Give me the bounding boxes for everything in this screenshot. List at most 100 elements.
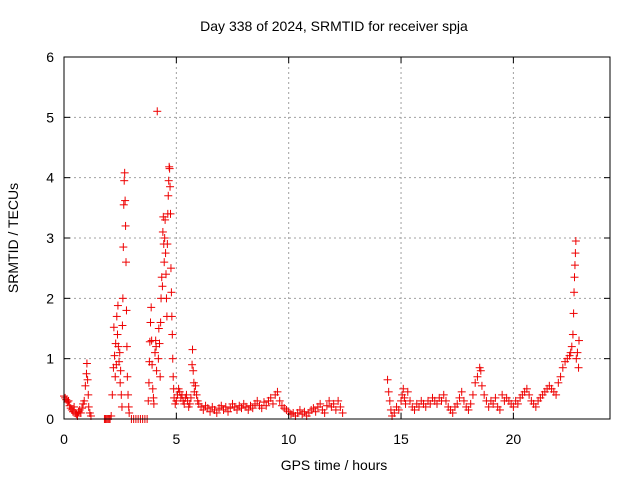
data-point [567, 342, 576, 351]
data-point [149, 399, 158, 408]
data-point [122, 258, 131, 267]
data-point [182, 390, 191, 399]
x-tick-label: 20 [506, 431, 522, 447]
data-point [148, 360, 157, 369]
data-point [151, 348, 159, 357]
data-point [554, 378, 563, 387]
data-point [495, 405, 504, 414]
data-point [166, 264, 175, 273]
y-axis-label: SRMTID / TECUs [5, 183, 21, 293]
data-point [82, 369, 91, 378]
data-point [161, 249, 170, 258]
data-point [164, 191, 173, 200]
data-point [115, 348, 124, 357]
data-point [569, 309, 578, 318]
data-point [161, 215, 170, 224]
data-point [166, 209, 175, 218]
data-point [426, 399, 435, 408]
data-point [336, 402, 345, 411]
data-point [81, 381, 90, 390]
data-point [464, 405, 473, 414]
data-point [121, 196, 130, 205]
data-point [188, 360, 197, 369]
data-point [153, 107, 162, 116]
data-point [498, 390, 507, 399]
data-point [185, 399, 194, 408]
grid-lines [64, 57, 610, 419]
data-point [473, 372, 482, 381]
data-point [108, 390, 117, 399]
data-point [571, 249, 580, 258]
data-point [384, 387, 393, 396]
data-point [570, 273, 579, 282]
data-point [77, 404, 86, 413]
data-point [273, 387, 282, 396]
data-point [206, 407, 215, 416]
y-tick-label: 4 [46, 170, 54, 186]
data-point [117, 402, 126, 411]
data-point [394, 405, 403, 414]
data-point [570, 261, 579, 270]
data-point [162, 270, 171, 279]
chart-title: Day 338 of 2024, SRMTID for receiver spj… [200, 18, 468, 34]
data-point [80, 396, 89, 405]
data-point [491, 393, 500, 402]
data-point [186, 393, 195, 402]
data-point [124, 390, 133, 399]
data-point [480, 390, 489, 399]
data-point [268, 399, 277, 408]
data-point [144, 378, 153, 387]
data-point [152, 366, 161, 375]
data-point [484, 402, 493, 411]
data-point [119, 243, 128, 252]
data-point [477, 381, 486, 390]
data-point [155, 339, 164, 348]
data-point [83, 375, 92, 384]
data-point [441, 396, 450, 405]
data-point [300, 407, 309, 416]
data-point [275, 396, 284, 405]
data-point [122, 306, 131, 315]
data-point [160, 234, 169, 242]
data-point [399, 384, 408, 393]
data-point [189, 366, 198, 375]
data-point [145, 337, 154, 346]
data-point [167, 288, 176, 297]
data-point [325, 396, 334, 405]
data-point [84, 390, 93, 399]
y-tick-label: 0 [46, 411, 54, 427]
data-point [162, 294, 171, 303]
data-point [262, 401, 271, 410]
data-point [390, 408, 399, 417]
data-point [116, 378, 125, 387]
data-point [118, 321, 127, 330]
data-point [415, 402, 424, 411]
data-point [574, 336, 583, 345]
data-point [233, 405, 242, 414]
data-point [125, 408, 134, 417]
data-point [455, 393, 464, 402]
data-point [168, 330, 177, 339]
data-point [117, 390, 126, 399]
data-point [109, 323, 118, 332]
data-point [432, 399, 441, 408]
data-point [221, 402, 230, 411]
data-point [116, 366, 125, 375]
data-point [120, 168, 129, 177]
data-point [76, 408, 85, 417]
data-point [112, 312, 121, 321]
data-point [558, 363, 567, 372]
data-point [147, 303, 156, 312]
data-point [439, 390, 448, 399]
data-point [385, 396, 394, 405]
data-point [156, 372, 165, 381]
data-point [522, 384, 531, 393]
x-tick-label: 10 [281, 431, 297, 447]
data-point [84, 402, 93, 411]
data-point [144, 396, 153, 405]
data-point [212, 408, 221, 417]
data-point [329, 399, 338, 408]
x-tick-label: 5 [172, 431, 180, 447]
